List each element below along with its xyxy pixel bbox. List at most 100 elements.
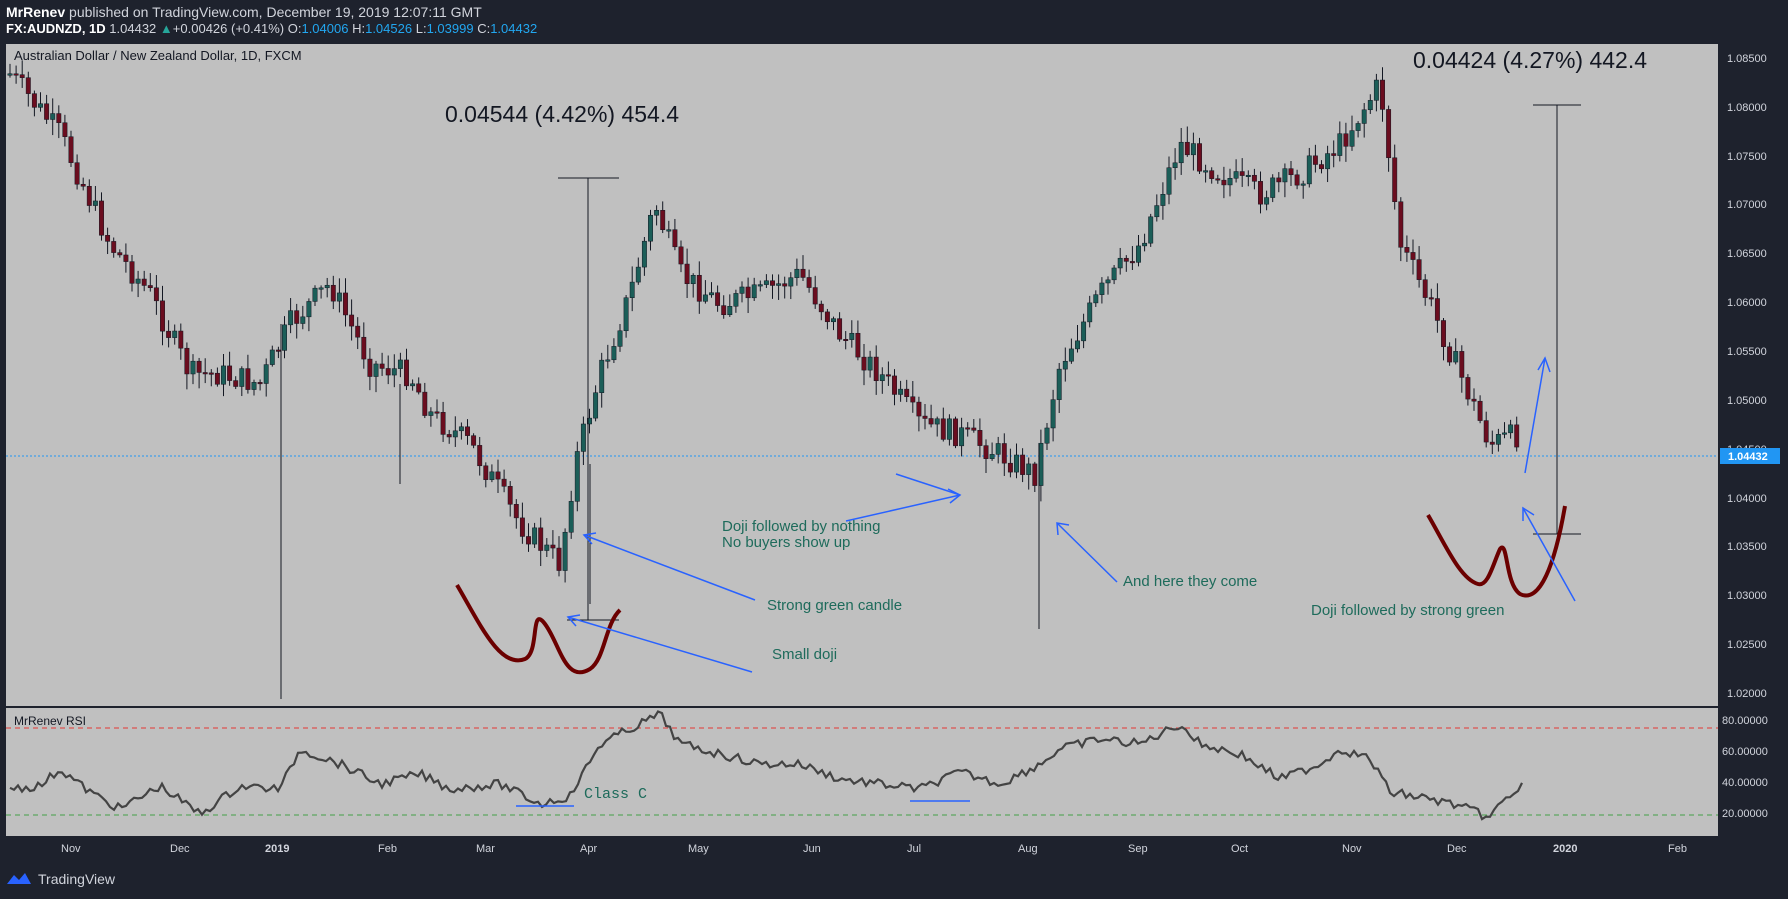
time-tick: 2019 xyxy=(265,843,289,855)
candle-body xyxy=(1514,424,1520,448)
candle-body xyxy=(763,280,769,285)
chart-area[interactable]: 1.08500 1.08000 1.07500 1.07000 1.06500 … xyxy=(0,44,1788,862)
candle-body xyxy=(1148,216,1154,244)
candle-body xyxy=(1325,153,1331,170)
candle-body xyxy=(1294,174,1300,186)
time-tick: Mar xyxy=(476,843,495,855)
candle-body xyxy=(1453,351,1459,363)
candle-body xyxy=(495,471,501,480)
candle-body xyxy=(1081,321,1087,342)
candle-body xyxy=(849,332,855,340)
candle-body xyxy=(751,284,757,299)
candle-body xyxy=(971,427,977,431)
candle-body xyxy=(1099,282,1105,295)
double-bottom-drawing[interactable] xyxy=(1426,505,1567,598)
candle-body xyxy=(715,292,721,306)
candle-body xyxy=(355,325,361,338)
footer-bar: TradingView xyxy=(0,862,1788,899)
price-pane[interactable] xyxy=(6,44,1718,706)
candle-body xyxy=(477,445,483,467)
candle-body xyxy=(501,478,507,487)
candle-body xyxy=(1239,171,1245,176)
candle-body xyxy=(1288,168,1294,176)
candle-body xyxy=(898,388,904,395)
candle-body xyxy=(1215,178,1221,181)
annotation-arrows[interactable] xyxy=(566,356,1576,673)
candle-body xyxy=(452,430,458,438)
candle-body xyxy=(434,411,440,414)
measure-tool-2[interactable]: 0.04424 (4.27%) 442.4 xyxy=(1413,47,1647,535)
candle-body xyxy=(367,358,373,377)
price-axis[interactable] xyxy=(1718,44,1788,836)
candle-body xyxy=(141,278,147,286)
candle-body xyxy=(1258,181,1263,205)
candle-body xyxy=(538,527,544,551)
candle-body xyxy=(349,314,355,327)
candle-body xyxy=(25,77,31,94)
candle-body xyxy=(648,214,653,242)
candle-body xyxy=(1209,170,1215,179)
candle-body xyxy=(1233,171,1239,179)
candle-body xyxy=(666,229,672,232)
price-tick: 1.06000 xyxy=(1727,297,1767,309)
price-tick: 1.07500 xyxy=(1727,151,1767,163)
measure-2-label: 0.04424 (4.27%) 442.4 xyxy=(1413,47,1647,73)
candle-body xyxy=(934,418,940,425)
rsi-tick: 60.00000 xyxy=(1722,746,1768,758)
measure-tool-1[interactable]: 0.04544 (4.42%) 454.4 xyxy=(445,101,679,621)
price-tick: 1.08000 xyxy=(1727,102,1767,114)
candle-body xyxy=(56,113,62,123)
symbol-name[interactable]: FX:AUDNZD, 1D xyxy=(6,21,106,36)
candle-body xyxy=(989,454,995,459)
author-name[interactable]: MrRenev xyxy=(6,4,66,20)
candle-body xyxy=(1056,368,1062,400)
candle-body xyxy=(1306,155,1312,185)
rsi-line xyxy=(9,710,1523,821)
publish-info: published on TradingView.com, December 1… xyxy=(69,4,482,20)
candle-body xyxy=(1068,348,1074,362)
time-axis[interactable] xyxy=(0,836,1788,862)
candle-body xyxy=(1245,174,1251,177)
candle-body xyxy=(1434,298,1440,321)
candle-body xyxy=(153,287,159,302)
candle-body xyxy=(275,349,281,352)
candle-body xyxy=(178,330,184,349)
candle-body xyxy=(1129,261,1135,264)
candle-body xyxy=(1312,155,1318,165)
price-tick: 1.02500 xyxy=(1727,639,1767,651)
candle-body xyxy=(1227,178,1233,186)
candle-body xyxy=(1001,443,1007,464)
candle-body xyxy=(1319,164,1324,170)
measure-1-label: 0.04544 (4.42%) 454.4 xyxy=(445,101,679,127)
candle-body xyxy=(1184,141,1190,156)
rsi-pane[interactable] xyxy=(6,708,1718,836)
candle-body xyxy=(1026,463,1032,475)
candle-body xyxy=(471,435,477,446)
candle-body xyxy=(861,356,867,371)
small-doji-note: Small doji xyxy=(772,646,837,663)
candle-body xyxy=(1300,183,1306,186)
close-value: 1.04432 xyxy=(490,21,538,36)
time-tick: May xyxy=(688,843,709,855)
candle-body xyxy=(361,336,367,360)
candle-body xyxy=(873,356,879,382)
current-price-tag xyxy=(1720,448,1780,464)
tradingview-logo[interactable]: TradingView xyxy=(6,871,115,887)
candle-body xyxy=(1477,400,1483,421)
double-bottom-drawing[interactable] xyxy=(455,583,622,674)
candle-body xyxy=(391,368,397,376)
time-tick: Nov xyxy=(61,843,81,855)
candle-body xyxy=(7,73,13,76)
candle-body xyxy=(1007,462,1013,473)
candle-body xyxy=(1044,427,1050,444)
candlestick-series[interactable] xyxy=(7,60,1520,699)
candle-body xyxy=(806,277,812,288)
open-value: 1.04006 xyxy=(301,21,349,36)
candle-body xyxy=(550,544,556,549)
candle-body xyxy=(1111,267,1117,281)
candle-body xyxy=(1142,242,1148,247)
candle-body xyxy=(324,284,330,289)
candle-body xyxy=(135,278,141,284)
candle-body xyxy=(788,277,794,287)
price-tick: 1.08500 xyxy=(1727,53,1767,65)
